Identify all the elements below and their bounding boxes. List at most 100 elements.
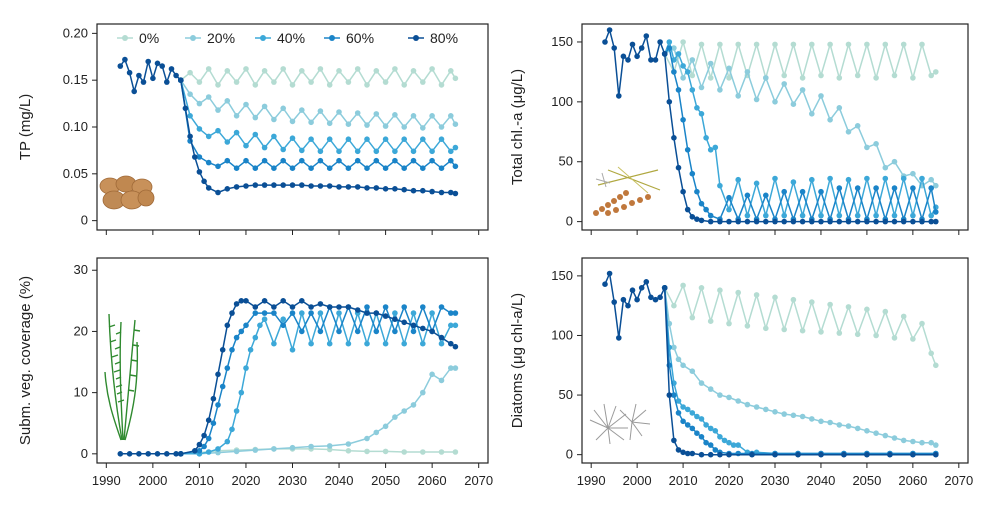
series-line	[180, 80, 456, 195]
data-point	[744, 192, 751, 199]
data-point	[382, 340, 389, 347]
data-point	[289, 118, 296, 125]
x-tick-label: 1990	[577, 473, 606, 488]
data-point	[891, 185, 898, 191]
x-tick-label: 2010	[185, 473, 214, 488]
legend-swatch-marker	[190, 35, 196, 41]
data-point	[933, 69, 939, 75]
data-point	[354, 307, 361, 313]
data-point	[392, 157, 398, 164]
data-point	[219, 383, 226, 390]
data-point	[730, 442, 737, 448]
data-point	[726, 75, 732, 81]
data-point	[836, 330, 843, 336]
data-point	[382, 186, 389, 192]
data-point	[900, 313, 907, 320]
legend-label: 80%	[430, 30, 458, 46]
data-point	[299, 68, 305, 74]
data-point	[933, 451, 939, 458]
data-point	[735, 442, 741, 448]
data-point	[666, 45, 673, 51]
series-20pct	[178, 77, 459, 131]
plot-frame	[96, 23, 489, 231]
data-point	[698, 111, 705, 117]
data-point	[726, 320, 732, 327]
data-point	[698, 200, 705, 207]
series-line	[180, 310, 456, 455]
data-point	[689, 450, 696, 457]
data-point	[919, 175, 925, 182]
data-point	[818, 93, 824, 99]
data-point	[438, 136, 445, 142]
data-point	[689, 425, 696, 432]
data-point	[401, 165, 408, 171]
data-point	[698, 285, 705, 291]
data-point	[684, 69, 691, 75]
data-point	[717, 451, 723, 458]
data-point	[689, 72, 696, 79]
data-point	[781, 212, 787, 219]
data-point	[392, 316, 398, 323]
legend-label: 0%	[139, 30, 159, 46]
plot-frame	[96, 257, 489, 464]
data-point	[666, 99, 673, 105]
data-point	[928, 185, 934, 191]
data-point	[336, 304, 342, 310]
data-point	[707, 75, 714, 81]
data-point	[401, 319, 408, 326]
data-point	[707, 218, 714, 225]
data-point	[299, 298, 305, 304]
data-point	[373, 429, 380, 436]
series-80pct	[661, 285, 939, 458]
y-tick-label: 0.10	[63, 119, 88, 134]
data-point	[698, 41, 705, 48]
data-point	[429, 328, 435, 335]
series-history	[117, 451, 184, 457]
data-point	[299, 328, 305, 335]
data-point	[452, 144, 459, 151]
series-60pct	[178, 77, 459, 171]
data-point	[233, 129, 240, 136]
data-point	[280, 66, 287, 72]
diatom-icon	[589, 403, 651, 445]
data-point	[717, 434, 723, 440]
series-line	[663, 287, 936, 456]
data-point	[452, 310, 459, 316]
data-point	[317, 310, 324, 316]
data-point	[252, 131, 259, 138]
data-point	[317, 108, 324, 114]
data-point	[854, 331, 861, 338]
data-point	[289, 165, 296, 171]
data-point	[420, 136, 426, 142]
data-point	[882, 164, 889, 171]
y-axis-label: Total chl.-a (μg/L)	[509, 69, 526, 185]
data-point	[735, 93, 741, 99]
data-point	[689, 368, 696, 375]
data-point	[326, 304, 333, 310]
data-point	[392, 186, 398, 192]
y-tick-label: 0	[566, 447, 573, 462]
data-point	[205, 94, 212, 100]
data-point	[229, 347, 235, 353]
data-point	[781, 411, 787, 417]
x-tick-label: 2000	[138, 473, 167, 488]
data-point	[243, 157, 249, 164]
data-point	[271, 446, 277, 452]
series-history	[117, 56, 184, 95]
data-point	[698, 451, 705, 458]
data-point	[154, 451, 161, 457]
data-point	[438, 334, 445, 341]
data-point	[900, 41, 907, 48]
series-60pct	[661, 285, 939, 457]
y-axis-label: Diatoms (μg chl-a/L)	[509, 293, 526, 428]
data-point	[694, 105, 700, 111]
data-point	[382, 79, 389, 85]
data-point	[845, 218, 852, 225]
data-point	[638, 45, 645, 51]
data-point	[261, 182, 268, 188]
data-point	[698, 434, 705, 440]
data-point	[721, 437, 728, 444]
x-tick-label: 2050	[852, 473, 881, 488]
data-point	[401, 408, 408, 414]
data-point	[625, 57, 631, 63]
